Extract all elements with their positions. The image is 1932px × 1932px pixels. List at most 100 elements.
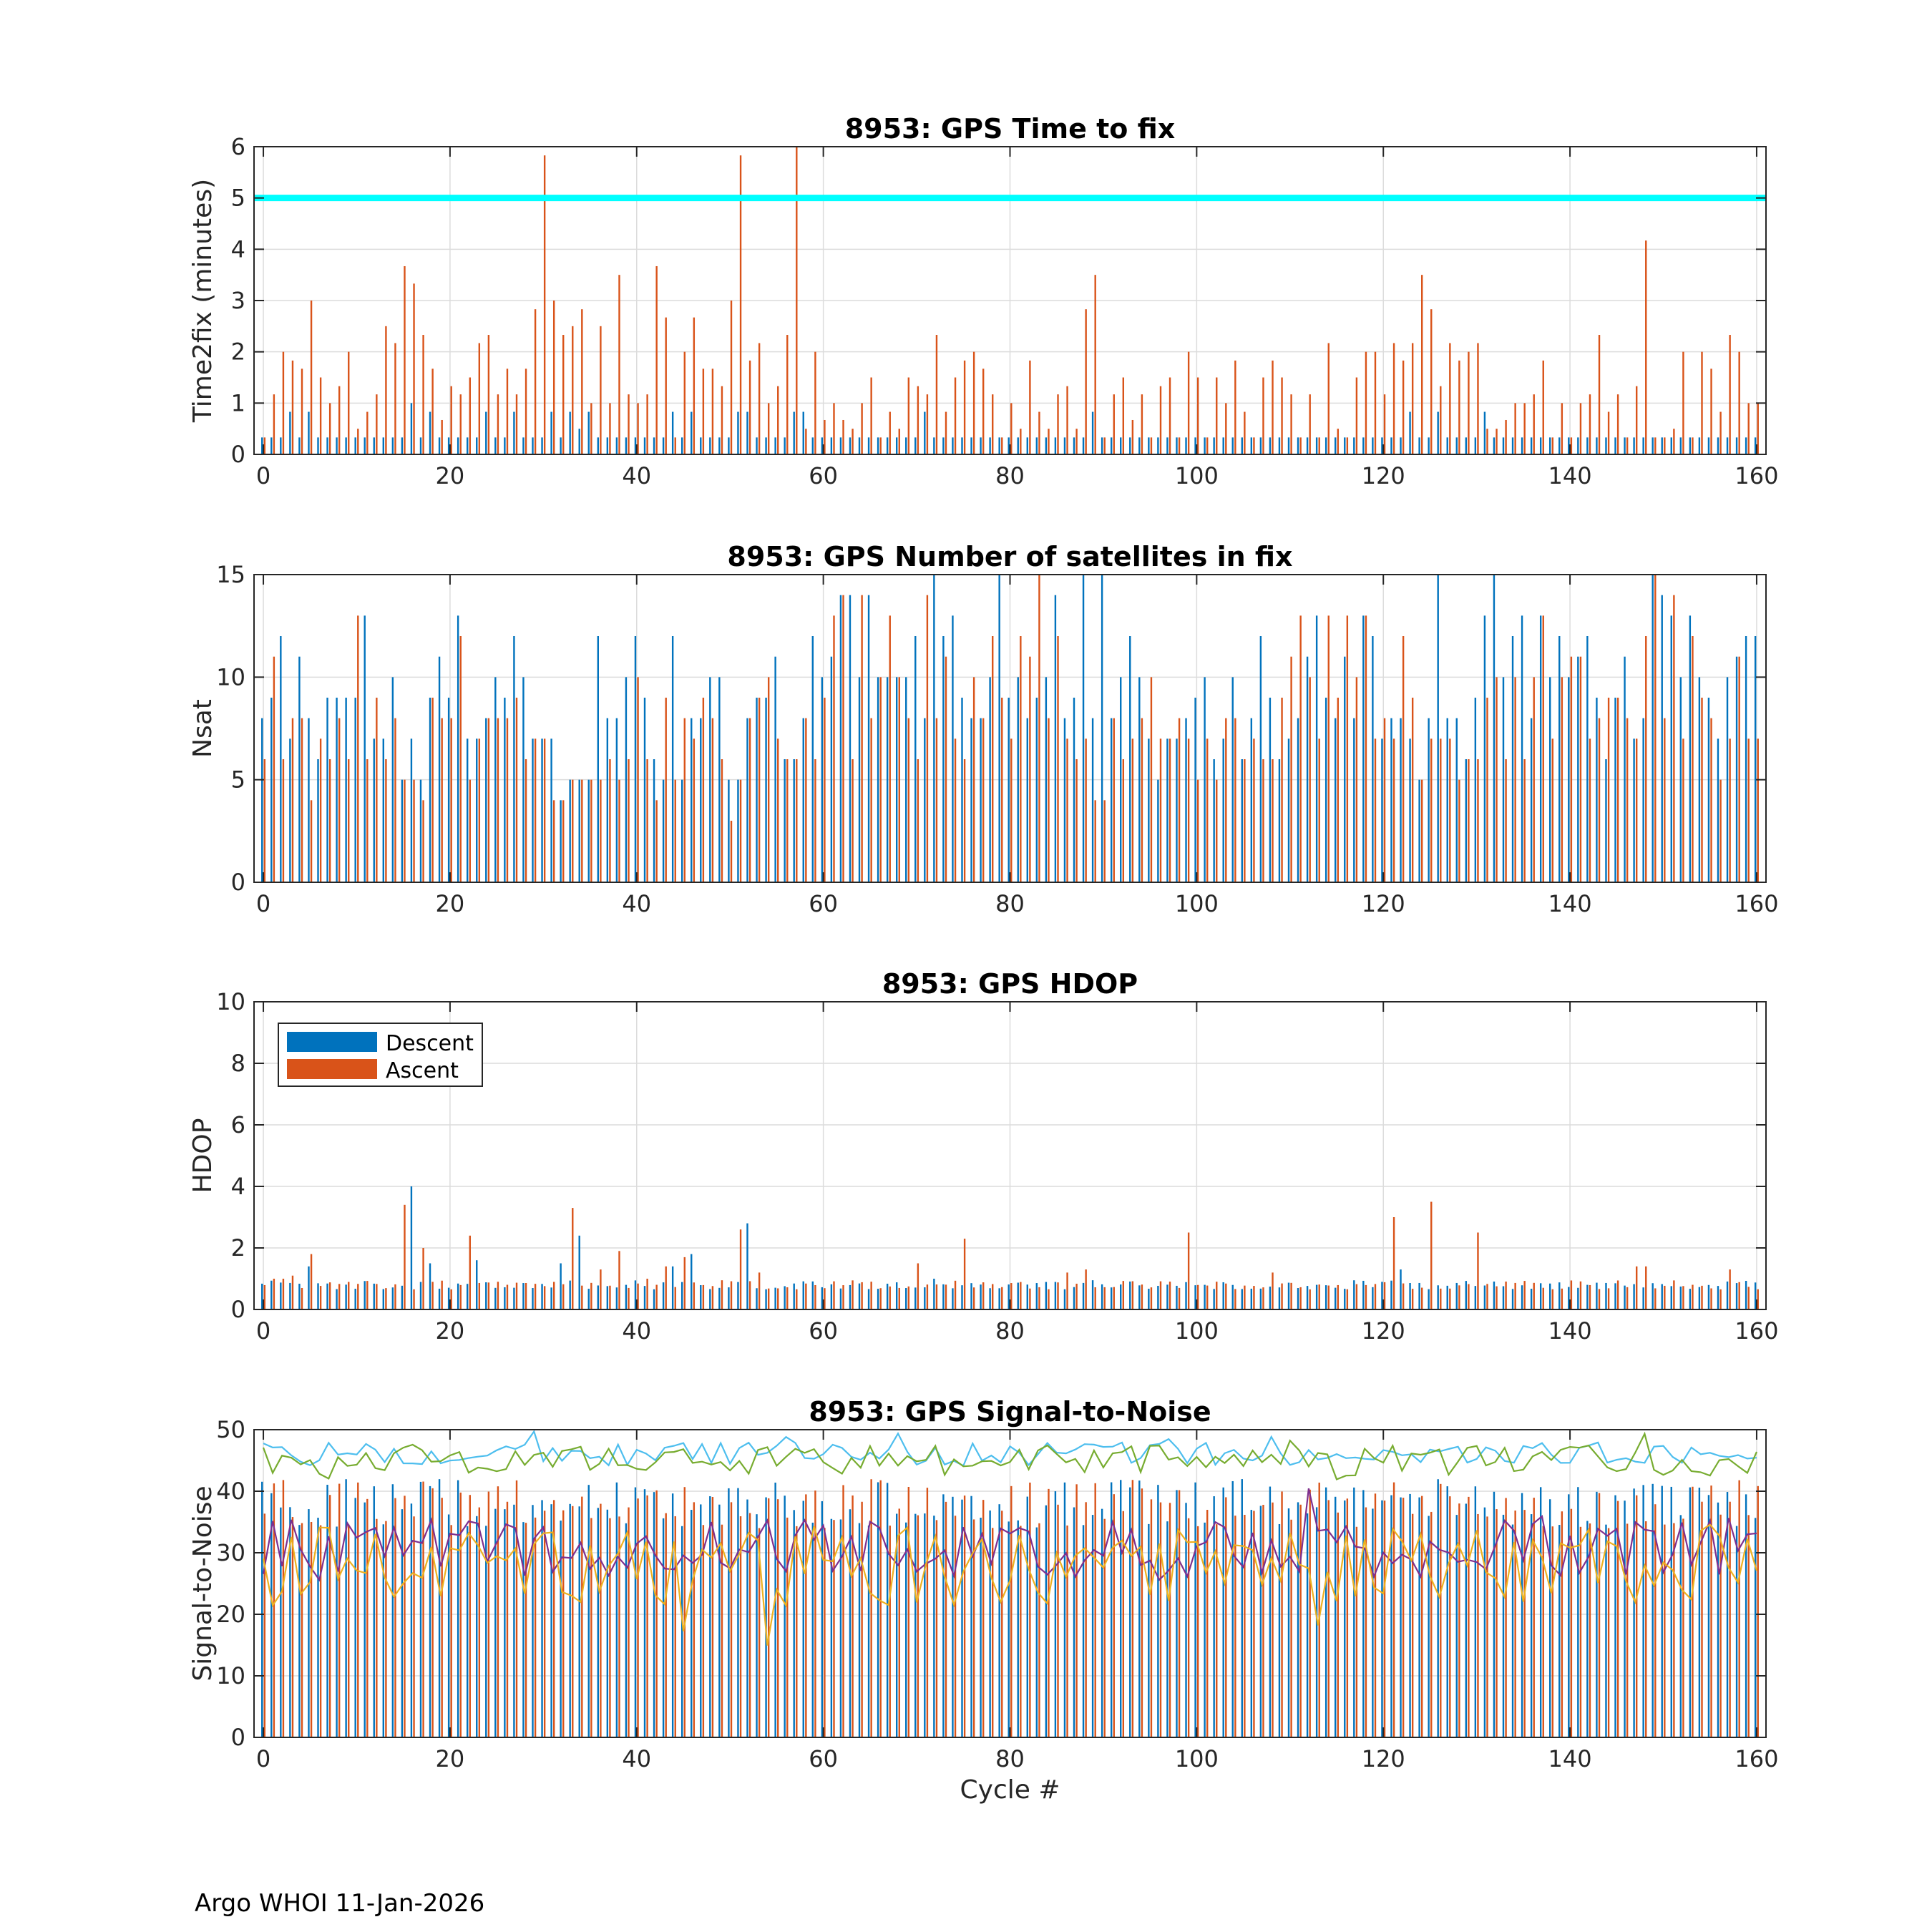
ascent-bar xyxy=(469,1495,471,1737)
ascent-bar xyxy=(1440,738,1442,882)
ascent-bar xyxy=(1010,738,1013,882)
ascent-bar xyxy=(1038,411,1040,454)
descent-bar xyxy=(1194,1482,1196,1737)
ascent-bar xyxy=(1645,240,1647,454)
ascent-bar xyxy=(1374,351,1377,454)
ascent-bar xyxy=(1551,437,1554,454)
descent-bar xyxy=(625,1523,628,1737)
descent-bar xyxy=(1474,437,1477,454)
ascent-bar xyxy=(1468,351,1470,454)
descent-bar xyxy=(364,615,366,882)
ascent-bar xyxy=(683,351,686,454)
descent-bar xyxy=(1530,1514,1533,1737)
ascent-bar xyxy=(1673,429,1675,454)
ascent-bar xyxy=(693,1282,696,1309)
ascent-bar xyxy=(1131,419,1134,454)
ascent-bar xyxy=(1234,360,1236,454)
descent-bar xyxy=(1390,1280,1392,1309)
ascent-bar xyxy=(1281,1491,1283,1737)
ascent-bar xyxy=(898,1508,900,1737)
descent-bar xyxy=(1231,677,1234,882)
descent-bar xyxy=(1035,1283,1038,1309)
ascent-bar xyxy=(422,335,424,454)
descent-bar xyxy=(1605,437,1607,454)
ascent-bar xyxy=(1346,437,1349,454)
descent-bar xyxy=(1549,437,1551,454)
ascent-bar xyxy=(1616,698,1619,882)
ascent-bar xyxy=(1729,1501,1731,1737)
descent-bar xyxy=(784,437,786,454)
ascent-bar xyxy=(263,759,266,882)
descent-bar xyxy=(886,1483,889,1737)
descent-bar xyxy=(793,411,795,454)
y-tick-label: 4 xyxy=(231,235,245,263)
descent-bar xyxy=(401,1285,404,1309)
ascent-bar xyxy=(1178,1287,1181,1309)
ascent-bar xyxy=(562,800,565,882)
descent-bar xyxy=(1568,677,1570,882)
ascent-bar xyxy=(1701,1285,1703,1309)
descent-bar xyxy=(700,1285,702,1309)
descent-bar xyxy=(718,1287,721,1309)
descent-bar xyxy=(1465,437,1468,454)
ascent-bar xyxy=(1196,779,1199,882)
descent-bar xyxy=(728,1287,730,1309)
descent-bar xyxy=(298,437,301,454)
ascent-bar xyxy=(404,265,406,454)
ascent-bar xyxy=(1225,1497,1227,1737)
ascent-bar xyxy=(366,1498,369,1737)
ascent-bar xyxy=(1169,1503,1171,1737)
ascent-bar xyxy=(1626,1523,1629,1737)
descent-bar xyxy=(1297,1502,1299,1737)
descent-bar xyxy=(1661,1485,1663,1737)
descent-bar xyxy=(998,1504,1000,1737)
descent-bar xyxy=(1521,1493,1523,1737)
descent-bar xyxy=(1652,1283,1654,1309)
ascent-bar xyxy=(1048,718,1050,882)
ascent-bar xyxy=(1122,1281,1125,1309)
ascent-bar xyxy=(898,429,900,454)
descent-bar xyxy=(653,1492,655,1737)
ascent-bar xyxy=(385,326,387,454)
ascent-bar xyxy=(525,1282,527,1309)
ascent-bar xyxy=(1411,698,1414,882)
descent-bar xyxy=(326,1283,328,1309)
y-tick-label: 5 xyxy=(231,185,245,212)
ascent-bar xyxy=(954,1280,957,1309)
descent-bar xyxy=(1101,1284,1103,1309)
ascent-bar xyxy=(404,1204,406,1309)
descent-bar xyxy=(784,1496,786,1737)
ascent-bar xyxy=(1505,1498,1507,1737)
descent-bar xyxy=(728,779,730,882)
ascent-bar xyxy=(963,1239,966,1309)
ascent-bar xyxy=(328,759,331,882)
ascent-bar xyxy=(431,1282,434,1309)
ascent-bar xyxy=(273,1483,275,1737)
descent-bar xyxy=(1297,1288,1299,1309)
ascent-bar xyxy=(1196,1526,1199,1737)
bars xyxy=(261,575,1759,882)
ascent-bar xyxy=(1710,369,1712,454)
descent-bar xyxy=(924,411,926,454)
descent-bar xyxy=(1353,1487,1355,1737)
descent-bar xyxy=(1539,615,1542,882)
chart-title: 8953: GPS Number of satellites in fix xyxy=(727,541,1292,572)
descent-bar xyxy=(746,718,748,882)
descent-bar xyxy=(858,1523,861,1737)
ascent-bar xyxy=(431,1488,434,1737)
ascent-bar xyxy=(758,1272,761,1309)
descent-bar xyxy=(1586,437,1589,454)
descent-bar xyxy=(839,1288,842,1309)
ascent-bar xyxy=(1196,377,1199,454)
x-tick-label: 20 xyxy=(436,890,465,917)
ascent-bar xyxy=(552,800,555,882)
ascent-bar xyxy=(1701,351,1703,454)
ascent-bar xyxy=(1057,1504,1059,1737)
ascent-bar xyxy=(1337,1512,1340,1737)
descent-bar xyxy=(308,411,310,454)
descent-bar xyxy=(1409,1283,1411,1309)
ascent-bar xyxy=(478,738,481,882)
descent-bar xyxy=(364,1502,366,1737)
descent-bar xyxy=(1315,437,1318,454)
